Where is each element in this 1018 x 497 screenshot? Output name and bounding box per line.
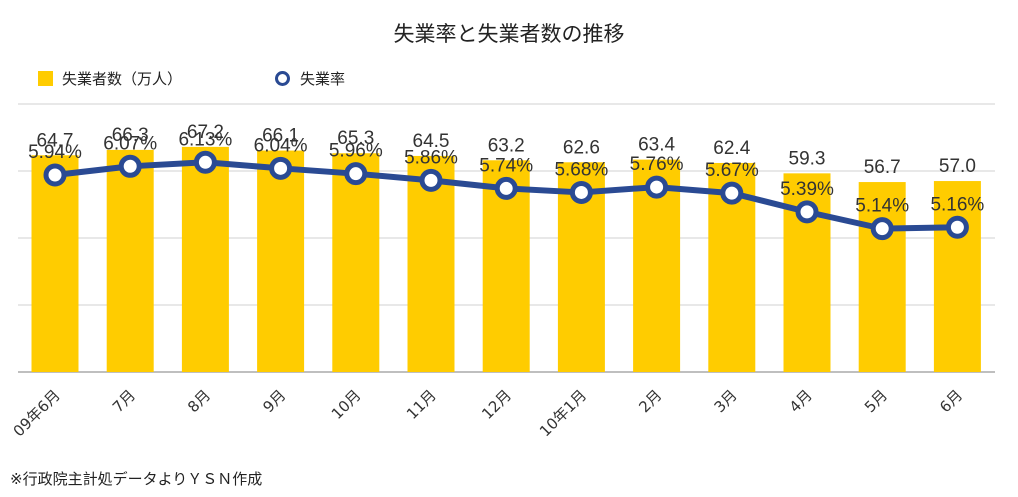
legend-label-rate: 失業率 bbox=[300, 70, 346, 88]
rate-value-label: 6.07% bbox=[103, 133, 157, 154]
legend-label-unemployed: 失業者数（万人） bbox=[62, 70, 183, 88]
rate-value-label: 5.16% bbox=[930, 194, 984, 215]
x-tick-label: 7月 bbox=[109, 386, 139, 416]
rate-point bbox=[193, 150, 217, 174]
rate-value-label: 5.94% bbox=[28, 142, 82, 163]
x-tick-label: 9月 bbox=[259, 386, 289, 416]
bar-value-label: 62.4 bbox=[713, 138, 750, 159]
x-tick-label: 5月 bbox=[861, 386, 891, 416]
bar-value-label: 64.5 bbox=[413, 131, 450, 152]
legend-item-rate: 失業率 bbox=[275, 68, 345, 89]
x-tick-label: 3月 bbox=[711, 386, 741, 416]
rate-value-label: 5.96% bbox=[329, 141, 383, 162]
bar bbox=[332, 153, 380, 372]
rate-point bbox=[870, 217, 894, 241]
bar-value-label: 59.3 bbox=[789, 148, 826, 169]
bar-value-label: 57.0 bbox=[939, 156, 976, 177]
x-tick-label: 6月 bbox=[936, 386, 966, 416]
rate-point bbox=[945, 215, 969, 239]
legend-item-unemployed: 失業者数（万人） bbox=[38, 68, 182, 89]
x-tick-label: 09年6月 bbox=[10, 386, 64, 440]
rate-value-label: 5.76% bbox=[630, 154, 684, 175]
source-note: ※行政院主計処データよりＹＳＮ作成 bbox=[10, 470, 263, 488]
rate-point bbox=[419, 168, 443, 192]
x-tick-labels: 09年6月 7月 8月 9月 10月 11月 12月 10年1月 2月 3月 4月 5月 6月 bbox=[10, 386, 967, 440]
rate-point bbox=[344, 162, 368, 186]
x-tick-label: 10年1月 bbox=[536, 386, 590, 440]
bar bbox=[181, 146, 229, 372]
rate-value-label: 5.86% bbox=[404, 147, 458, 168]
rate-value-label: 5.67% bbox=[705, 160, 759, 181]
legend-swatch-bar bbox=[38, 71, 53, 86]
rate-point bbox=[720, 181, 744, 205]
rate-value-label: 6.04% bbox=[254, 135, 308, 156]
bar bbox=[31, 155, 79, 372]
rate-point bbox=[795, 200, 819, 224]
x-tick-label: 2月 bbox=[635, 386, 665, 416]
rate-value-label: 5.68% bbox=[554, 159, 608, 180]
bar-value-label: 67.2 bbox=[187, 122, 224, 143]
rate-value-label: 5.74% bbox=[479, 155, 533, 176]
x-tick-label: 8月 bbox=[184, 386, 214, 416]
rate-point bbox=[269, 156, 293, 180]
bar bbox=[106, 149, 154, 372]
rate-point bbox=[569, 180, 593, 204]
x-tick-label: 11月 bbox=[403, 386, 440, 423]
bar-value-label: 56.7 bbox=[864, 157, 901, 178]
bar bbox=[257, 150, 305, 372]
bar-value-label: 65.3 bbox=[337, 128, 374, 149]
x-tick-label: 10月 bbox=[328, 386, 365, 423]
bar-series bbox=[31, 146, 981, 372]
rate-value-label: 5.39% bbox=[780, 179, 834, 200]
rate-value-label: 6.13% bbox=[178, 129, 232, 150]
bar bbox=[407, 155, 455, 372]
rate-point bbox=[118, 154, 142, 178]
rate-labels: 5.94% 6.07% 6.13% 6.04% 5.96% 5.86% 5.74% 5.68%… bbox=[28, 129, 984, 216]
legend-marker-line bbox=[275, 71, 290, 86]
bar-value-label: 62.6 bbox=[563, 137, 600, 158]
bar-value-label: 66.3 bbox=[112, 125, 149, 146]
rate-value-label: 5.14% bbox=[855, 196, 909, 217]
bar-labels: 64.7 66.3 67.2 66.1 65.3 64.5 63.2 62.6 63.4 62.4… bbox=[37, 122, 976, 178]
bar-value-label: 64.7 bbox=[37, 130, 74, 151]
bar bbox=[858, 182, 906, 372]
chart-title: 失業率と失業者数の推移 bbox=[393, 22, 625, 46]
rate-point bbox=[494, 176, 518, 200]
rate-line-series bbox=[43, 150, 969, 241]
bar bbox=[933, 181, 981, 372]
bar-value-label: 63.4 bbox=[638, 135, 675, 156]
bar-value-label: 66.1 bbox=[262, 126, 299, 147]
rate-point bbox=[43, 163, 67, 187]
x-tick-label: 4月 bbox=[786, 386, 816, 416]
rate-point bbox=[645, 175, 669, 199]
bar-value-label: 63.2 bbox=[488, 135, 525, 156]
x-tick-label: 12月 bbox=[478, 386, 515, 423]
